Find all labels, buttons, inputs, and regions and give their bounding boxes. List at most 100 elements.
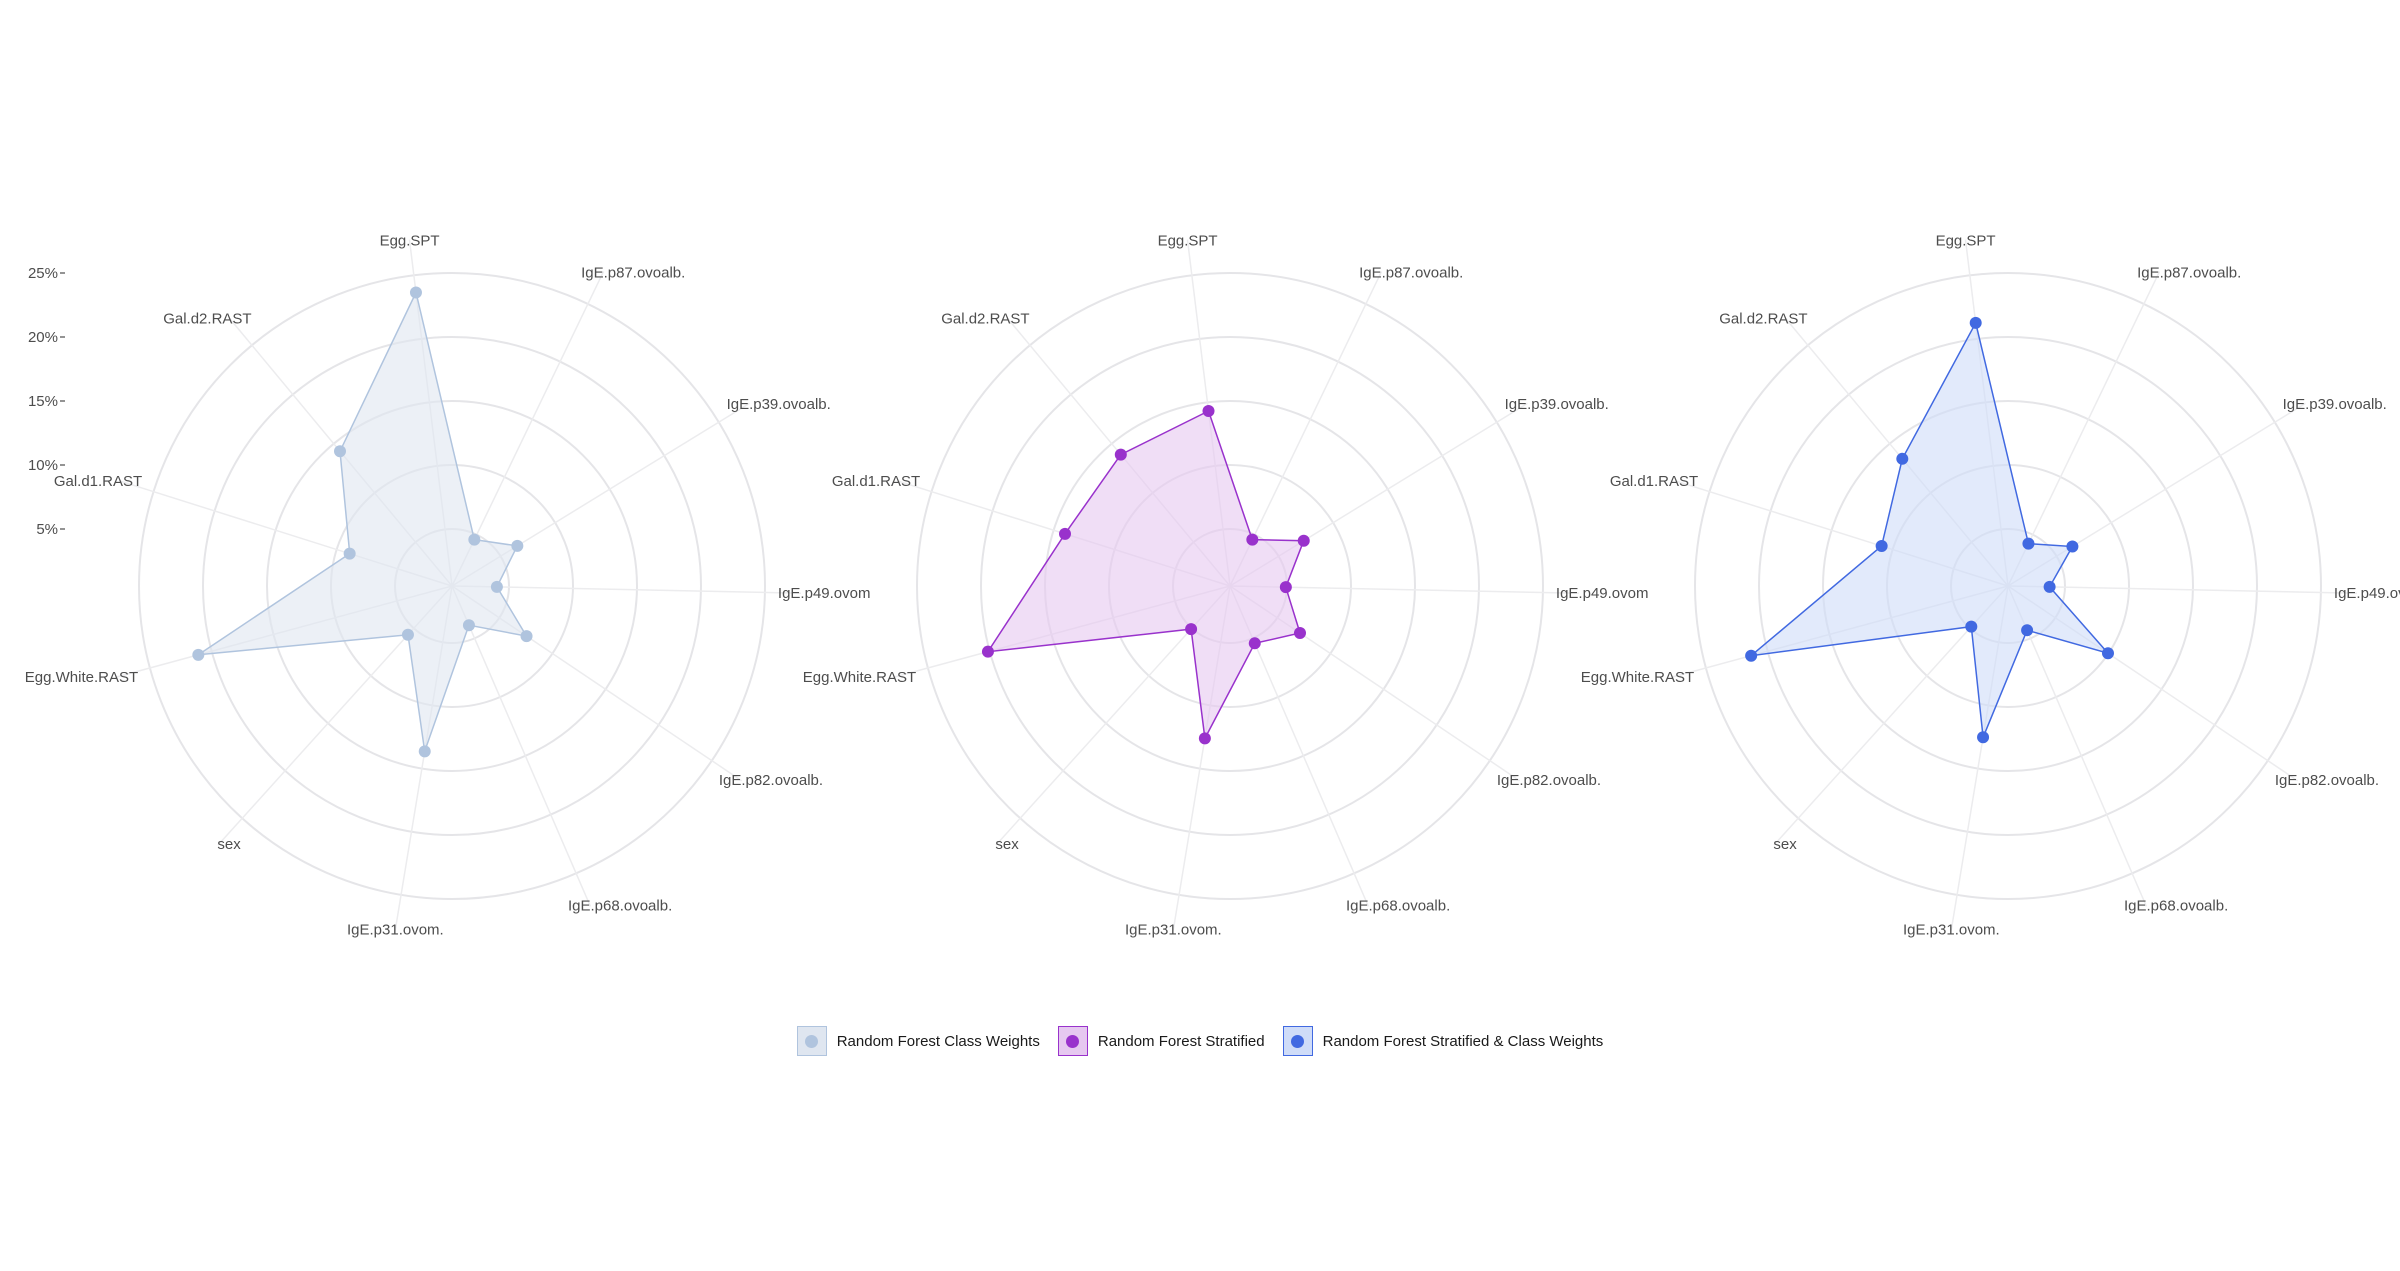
- data-point: [1185, 623, 1198, 636]
- axis-label: Gal.d2.RAST: [941, 310, 1029, 327]
- data-point: [2101, 647, 2114, 660]
- axis-label: IgE.p31.ovom.: [347, 921, 444, 938]
- grid-circle: [1822, 400, 2194, 772]
- radar-panel-2: Egg.SPT IgE.p87.ovoalb. IgE.p39.ovoalb. IgE…: [803, 233, 1649, 939]
- radial-tick-label: 15%: [28, 393, 58, 410]
- data-point: [490, 580, 503, 593]
- axis-label: IgE.p87.ovoalb.: [2137, 264, 2241, 281]
- axis-label: sex: [217, 836, 241, 853]
- axis-label: Egg.SPT: [1936, 233, 1996, 250]
- data-point: [1059, 527, 1072, 540]
- axis-label: IgE.p82.ovoalb.: [1497, 772, 1601, 789]
- axis-label: IgE.p87.ovoalb.: [581, 264, 685, 281]
- legend-key-class-weights: [796, 1026, 827, 1056]
- axis-label: Egg.SPT: [380, 233, 440, 250]
- data-point: [1297, 534, 1310, 547]
- data-point: [981, 645, 994, 658]
- legend-item-class-weights: Random Forest Class Weights: [796, 1026, 1040, 1056]
- axis-label: sex: [1773, 836, 1797, 853]
- data-point: [2043, 580, 2056, 593]
- spoke-line: [2007, 585, 2148, 907]
- spoke-line: [2007, 271, 2161, 587]
- data-point: [1202, 404, 1215, 417]
- data-point: [1969, 316, 1982, 329]
- grid-circle: [980, 336, 1480, 836]
- spoke-line: [451, 271, 605, 587]
- data-point: [1977, 731, 1990, 744]
- axis-label: IgE.p49.ovom: [2334, 585, 2400, 602]
- axis-label: IgE.p82.ovoalb.: [2275, 772, 2379, 789]
- spoke-line: [1229, 271, 1383, 587]
- axis-label: IgE.p49.ovom: [778, 585, 871, 602]
- data-point: [2021, 624, 2034, 637]
- spoke-line: [2007, 585, 2357, 594]
- axis-label: IgE.p39.ovoalb.: [2283, 396, 2387, 413]
- data-point: [401, 628, 414, 641]
- grid-circle: [138, 272, 766, 900]
- axis-label: sex: [995, 836, 1019, 853]
- data-point: [418, 745, 431, 758]
- spoke-line: [451, 585, 592, 907]
- data-point: [1875, 540, 1888, 553]
- axis-label: Gal.d1.RAST: [54, 473, 142, 490]
- radial-tick-label: 25%: [28, 265, 58, 282]
- legend-label-stratified-class-weights: Random Forest Stratified & Class Weights: [1322, 1032, 1604, 1050]
- series-area-1: [197, 290, 529, 752]
- grid-circle: [1694, 272, 2322, 900]
- axis-label: Egg.SPT: [1158, 233, 1218, 250]
- axis-label: IgE.p68.ovoalb.: [1346, 897, 1450, 914]
- spoke-line: [451, 585, 801, 594]
- axis-label: IgE.p31.ovom.: [1125, 921, 1222, 938]
- data-point: [2022, 537, 2035, 550]
- grid-circle: [202, 336, 702, 836]
- legend-label-stratified: Random Forest Stratified: [1097, 1032, 1265, 1050]
- data-point: [1279, 581, 1292, 594]
- data-point: [1246, 533, 1259, 546]
- radial-tick-label: 10%: [28, 457, 58, 474]
- data-point: [1114, 448, 1127, 461]
- grid-circle: [916, 272, 1544, 900]
- axis-label: IgE.p39.ovoalb.: [1505, 396, 1609, 413]
- axis-label: Egg.White.RAST: [803, 669, 916, 686]
- legend: Random Forest Class Weights Random Fores…: [0, 1026, 2400, 1056]
- legend-key-stratified: [1057, 1026, 1088, 1056]
- data-point: [343, 547, 356, 560]
- data-point: [192, 648, 205, 661]
- data-point: [511, 539, 524, 552]
- legend-item-stratified-class-weights: Random Forest Stratified & Class Weights: [1282, 1026, 1604, 1056]
- legend-key-stratified-class-weights: [1282, 1026, 1313, 1056]
- data-point: [1965, 620, 1978, 633]
- axis-label: IgE.p39.ovoalb.: [727, 396, 831, 413]
- axis-label: IgE.p68.ovoalb.: [568, 897, 672, 914]
- data-point: [1293, 627, 1306, 640]
- data-point: [520, 630, 533, 643]
- data-point: [1198, 732, 1211, 745]
- data-point: [1248, 637, 1261, 650]
- data-point: [468, 533, 481, 546]
- data-point: [333, 445, 346, 458]
- axis-label: IgE.p68.ovoalb.: [2124, 897, 2228, 914]
- axis-label: IgE.p87.ovoalb.: [1359, 264, 1463, 281]
- data-point: [1745, 649, 1758, 662]
- axis-label: IgE.p31.ovom.: [1903, 921, 2000, 938]
- series-area-2: [986, 409, 1305, 741]
- radar-panel-1: Egg.SPT IgE.p87.ovoalb. IgE.p39.ovoalb. IgE…: [25, 233, 871, 939]
- grid-circle: [266, 400, 638, 772]
- axis-label: Egg.White.RAST: [25, 669, 138, 686]
- legend-label-class-weights: Random Forest Class Weights: [836, 1032, 1040, 1050]
- axis-label: Gal.d1.RAST: [832, 473, 920, 490]
- axis-label: Gal.d2.RAST: [1719, 310, 1807, 327]
- axis-label: Gal.d2.RAST: [163, 310, 251, 327]
- data-point: [409, 286, 422, 299]
- axis-label: Gal.d1.RAST: [1610, 473, 1698, 490]
- legend-item-stratified: Random Forest Stratified: [1057, 1026, 1265, 1056]
- radial-tick-label: 5%: [36, 521, 58, 538]
- data-point: [462, 619, 475, 632]
- grid-circle: [1758, 336, 2258, 836]
- radial-tick-label: 20%: [28, 329, 58, 346]
- radar-panel-3: Egg.SPT IgE.p87.ovoalb. IgE.p39.ovoalb. IgE…: [1581, 233, 2400, 939]
- series-area-3: [1748, 320, 2111, 738]
- data-point: [2066, 540, 2079, 553]
- data-point: [1896, 452, 1909, 465]
